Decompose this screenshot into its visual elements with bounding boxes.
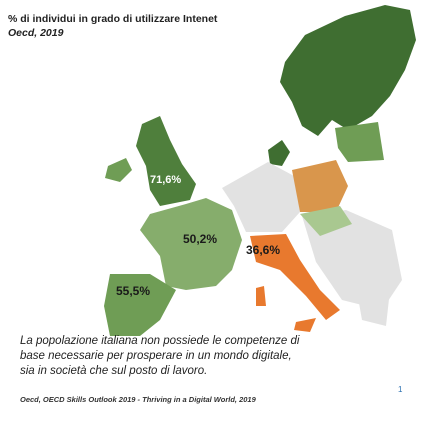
region-iberia [104, 274, 176, 336]
region-italy [250, 234, 340, 320]
region-ireland [105, 158, 132, 182]
region-uk [136, 116, 196, 206]
body-text: La popolazione italiana non possiede le … [20, 335, 300, 347]
map-title: % di individui in grado di utilizzare In… [8, 13, 218, 25]
region-east [302, 210, 402, 310]
region-nordic [280, 5, 416, 136]
body-text: sia in società che sul posto di lavoro. [20, 365, 207, 377]
region-baltics [335, 122, 384, 162]
map-label: 50,2% [183, 232, 217, 246]
region-central [222, 162, 300, 232]
region-poland [292, 160, 348, 212]
map [104, 5, 416, 336]
region-france [140, 198, 242, 290]
region-sicily [294, 318, 316, 332]
map-label: 55,5% [116, 284, 150, 298]
region-greece [356, 286, 390, 326]
region-sardinia [256, 286, 266, 306]
map-subtitle: Oecd, 2019 [8, 27, 64, 39]
region-balkans-green [300, 206, 352, 236]
map-label: 71,6% [150, 174, 181, 186]
footnote: Oecd, OECD Skills Outlook 2019 - Thrivin… [20, 395, 257, 404]
body-text: base necessarie per prosperare in un mon… [20, 350, 292, 362]
region-denmark [268, 140, 290, 166]
map-label: 36,6% [246, 243, 280, 257]
page-number: 1 [398, 385, 403, 394]
